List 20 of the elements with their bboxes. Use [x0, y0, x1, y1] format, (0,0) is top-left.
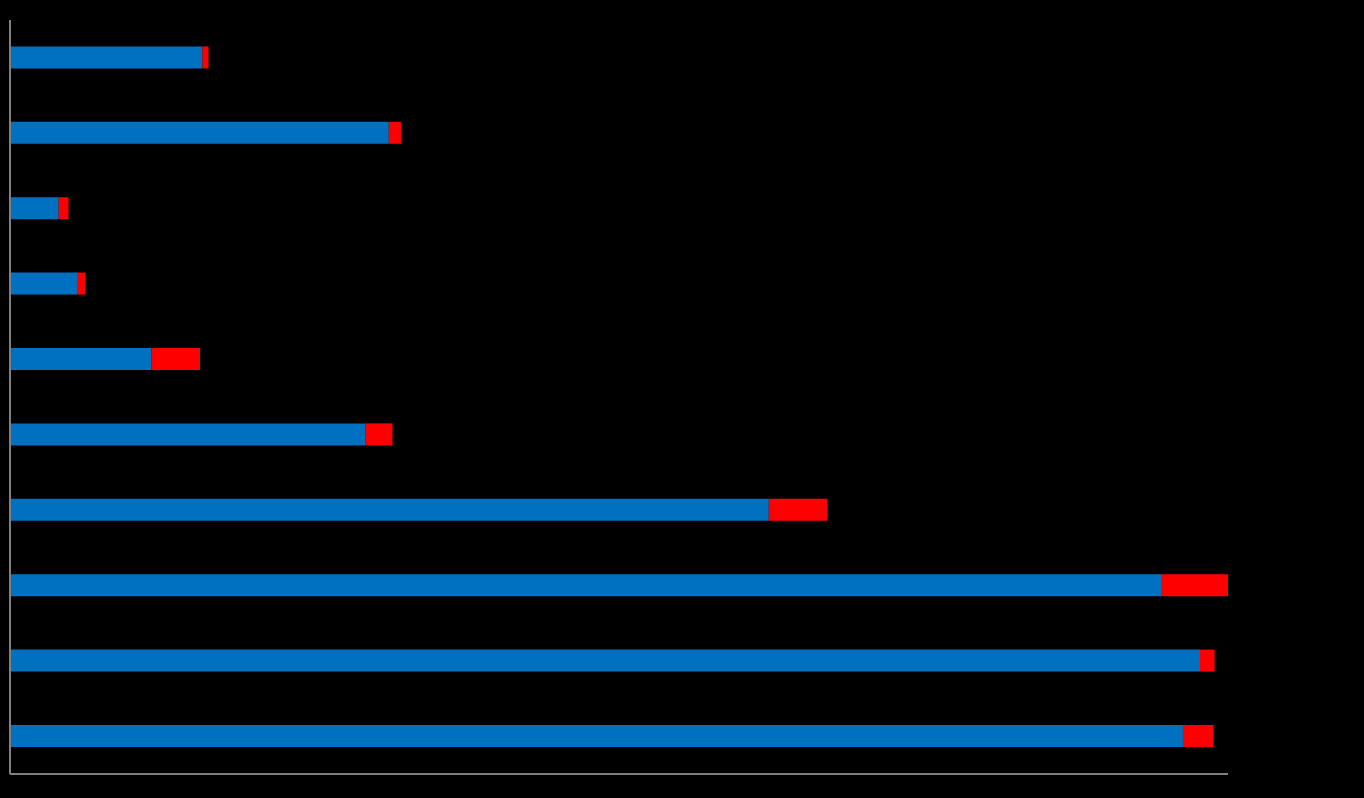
bar — [10, 724, 1183, 747]
bar — [1199, 649, 1215, 672]
bar — [202, 46, 209, 69]
bar — [10, 347, 152, 370]
bar — [10, 46, 203, 69]
bar — [10, 197, 59, 220]
bar — [10, 649, 1200, 672]
bar — [10, 272, 77, 295]
bar — [388, 121, 401, 144]
bar — [10, 121, 389, 144]
bar — [151, 347, 201, 370]
bar — [10, 423, 366, 446]
bar — [768, 498, 828, 521]
bar — [1182, 724, 1214, 747]
bar — [58, 197, 69, 220]
bar — [10, 574, 1162, 597]
bar — [365, 423, 393, 446]
bar — [76, 272, 86, 295]
bar — [10, 498, 769, 521]
bar — [1161, 574, 1228, 597]
